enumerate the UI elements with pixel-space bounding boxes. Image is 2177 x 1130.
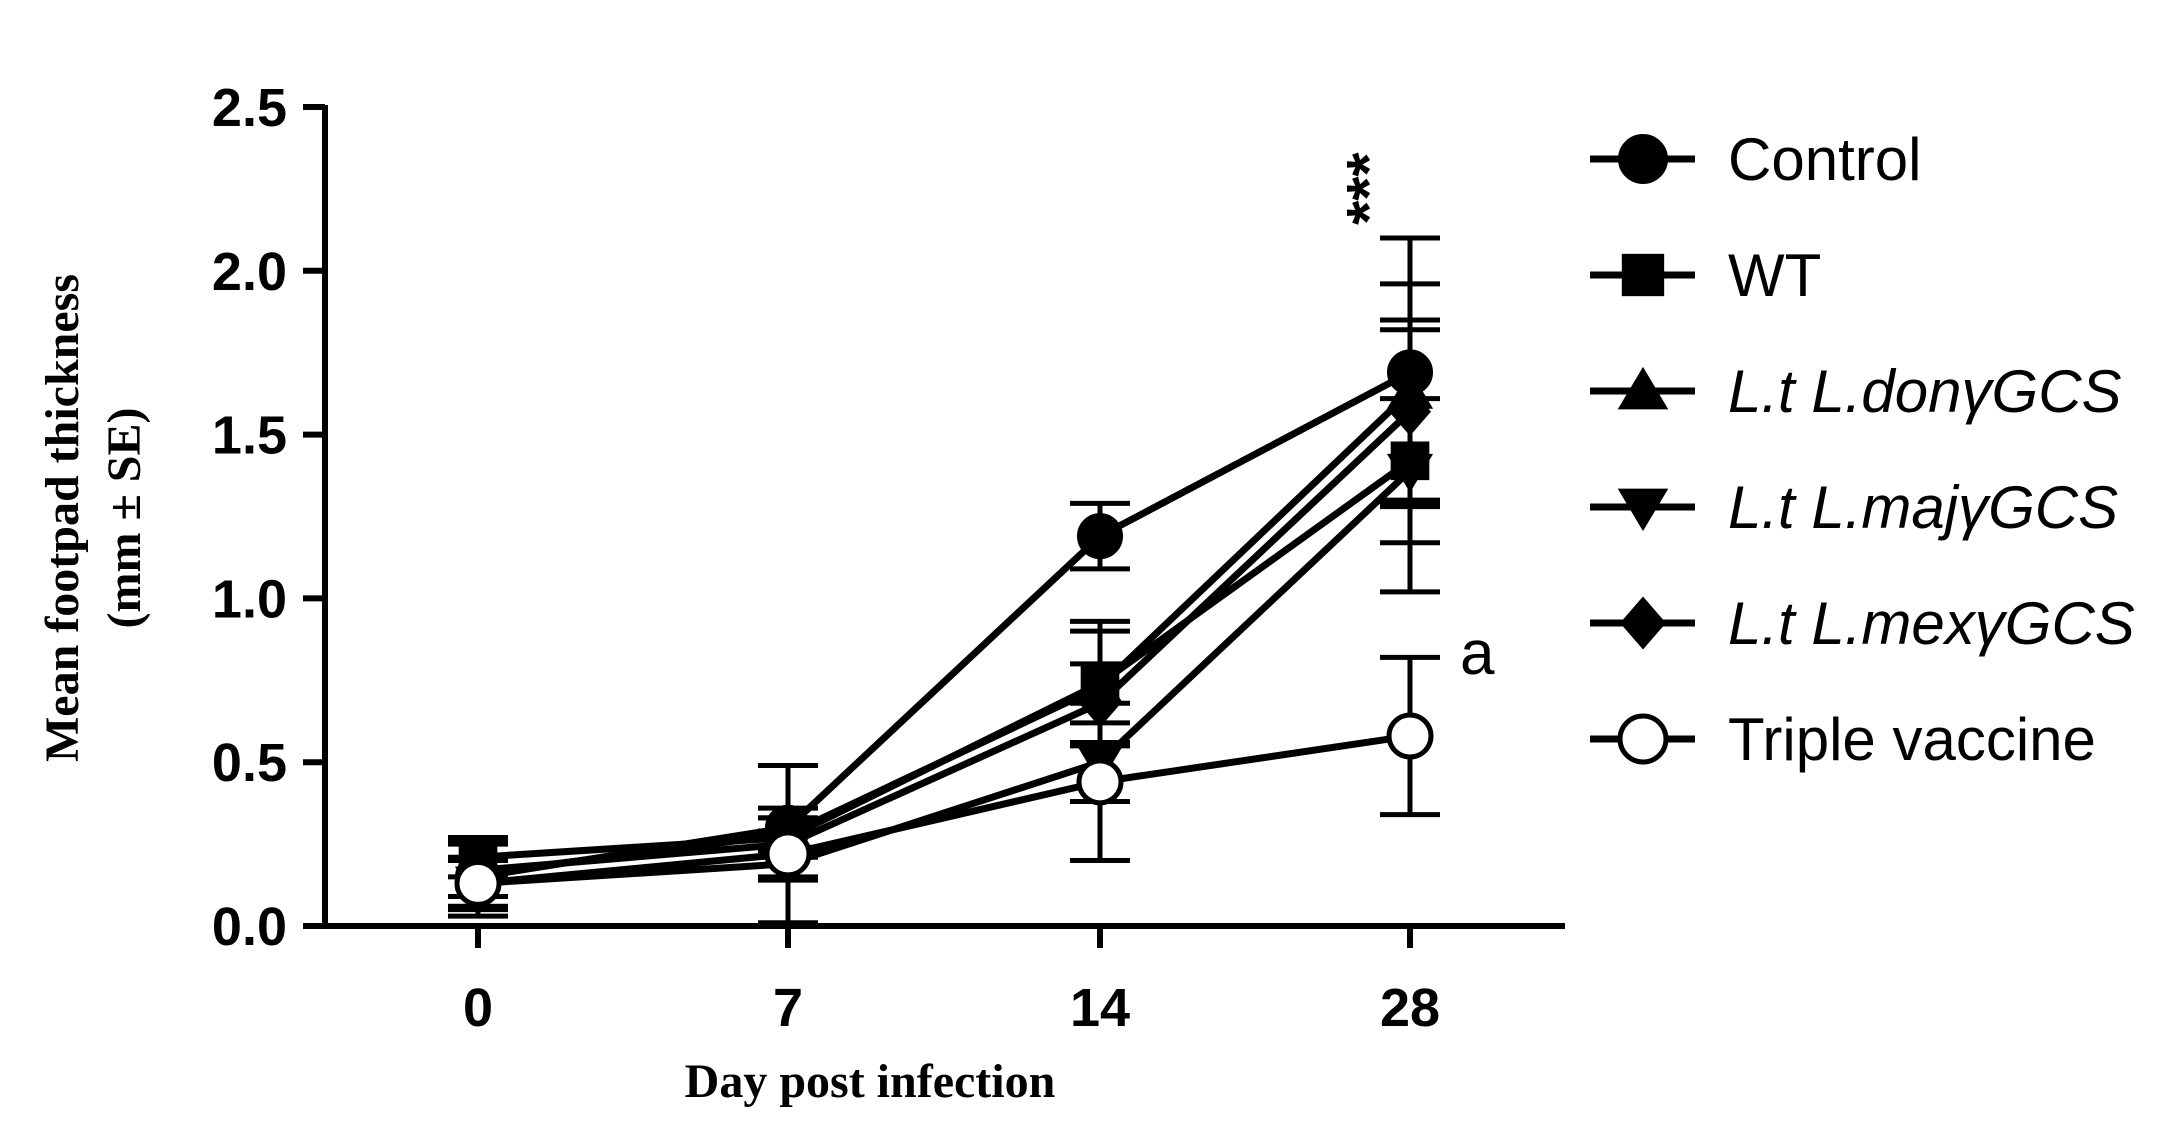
- series-line-triple-vaccine: [477, 732, 1411, 887]
- legend-label-control: Control: [1728, 126, 1921, 193]
- y-tick-label: 1.0: [212, 569, 287, 629]
- series-line-l-t-l-maj-gcs: [477, 468, 1413, 887]
- x-tick-label: 7: [773, 978, 803, 1038]
- data-point-control: [1077, 513, 1123, 560]
- x-tick-label: 14: [1070, 978, 1130, 1038]
- x-tick-label: 0: [463, 978, 493, 1038]
- y-tick-label: 2.5: [212, 78, 287, 138]
- series-line-l-t-l-don-gcs: [477, 389, 1413, 878]
- legend-marker-wt: [1621, 253, 1665, 297]
- legend: Control WT L.t L.donγGCS L.t L.majγGCS L.t L…: [1590, 126, 2135, 773]
- legend-label-triple-vaccine: Triple vaccine: [1728, 706, 2096, 773]
- data-point-triple-vaccine: [1386, 712, 1434, 760]
- legend-label-l-t-l-mex-gcs: L.t L.mexγGCS: [1728, 590, 2135, 657]
- legend-label-l-t-l-don-gcs: L.t L.donγGCS: [1728, 358, 2122, 425]
- y-tick-label: 2.0: [212, 242, 287, 302]
- series-line-control: [477, 369, 1412, 881]
- significance-stars: ***: [1335, 152, 1404, 225]
- y-axis-title: Mean footpad thickness: [36, 274, 89, 762]
- data-point-l-t-l-mex-gcs: [1389, 387, 1431, 436]
- significance-letter: a: [1460, 619, 1495, 688]
- legend-marker-l-t-l-don-gcs: [1617, 366, 1669, 410]
- legend-label-l-t-l-maj-gcs: L.t L.majγGCS: [1728, 474, 2118, 541]
- y-tick-label: 0.0: [212, 897, 287, 957]
- x-tick-label: 28: [1380, 978, 1440, 1038]
- data-markers: [454, 349, 1434, 907]
- data-point-triple-vaccine: [764, 830, 812, 878]
- data-point-l-t-l-maj-gcs: [1386, 453, 1434, 493]
- data-point-triple-vaccine: [454, 859, 502, 907]
- legend-marker-l-t-l-mex-gcs: [1620, 596, 1666, 650]
- y-tick-label: 0.5: [212, 733, 287, 793]
- axes: 0.0 0.5 1.0 1.5 2.0 2.5 0 7 14 28 Day post infecti…: [36, 78, 1565, 1108]
- x-axis-title: Day post infection: [685, 1055, 1056, 1108]
- legend-marker-triple-vaccine: [1617, 713, 1669, 765]
- y-axis-title-unit: (mm ± SE): [98, 408, 151, 629]
- legend-marker-control: [1618, 134, 1668, 184]
- series-lines: [477, 369, 1413, 887]
- legend-marker-l-t-l-maj-gcs: [1617, 488, 1669, 532]
- data-point-l-t-l-mex-gcs: [1079, 679, 1121, 728]
- series-line-l-t-l-mex-gcs: [477, 409, 1413, 874]
- data-point-triple-vaccine: [1076, 758, 1124, 806]
- y-tick-label: 1.5: [212, 406, 287, 466]
- annotations: *** a: [1335, 152, 1495, 688]
- legend-label-wt: WT: [1728, 242, 1821, 309]
